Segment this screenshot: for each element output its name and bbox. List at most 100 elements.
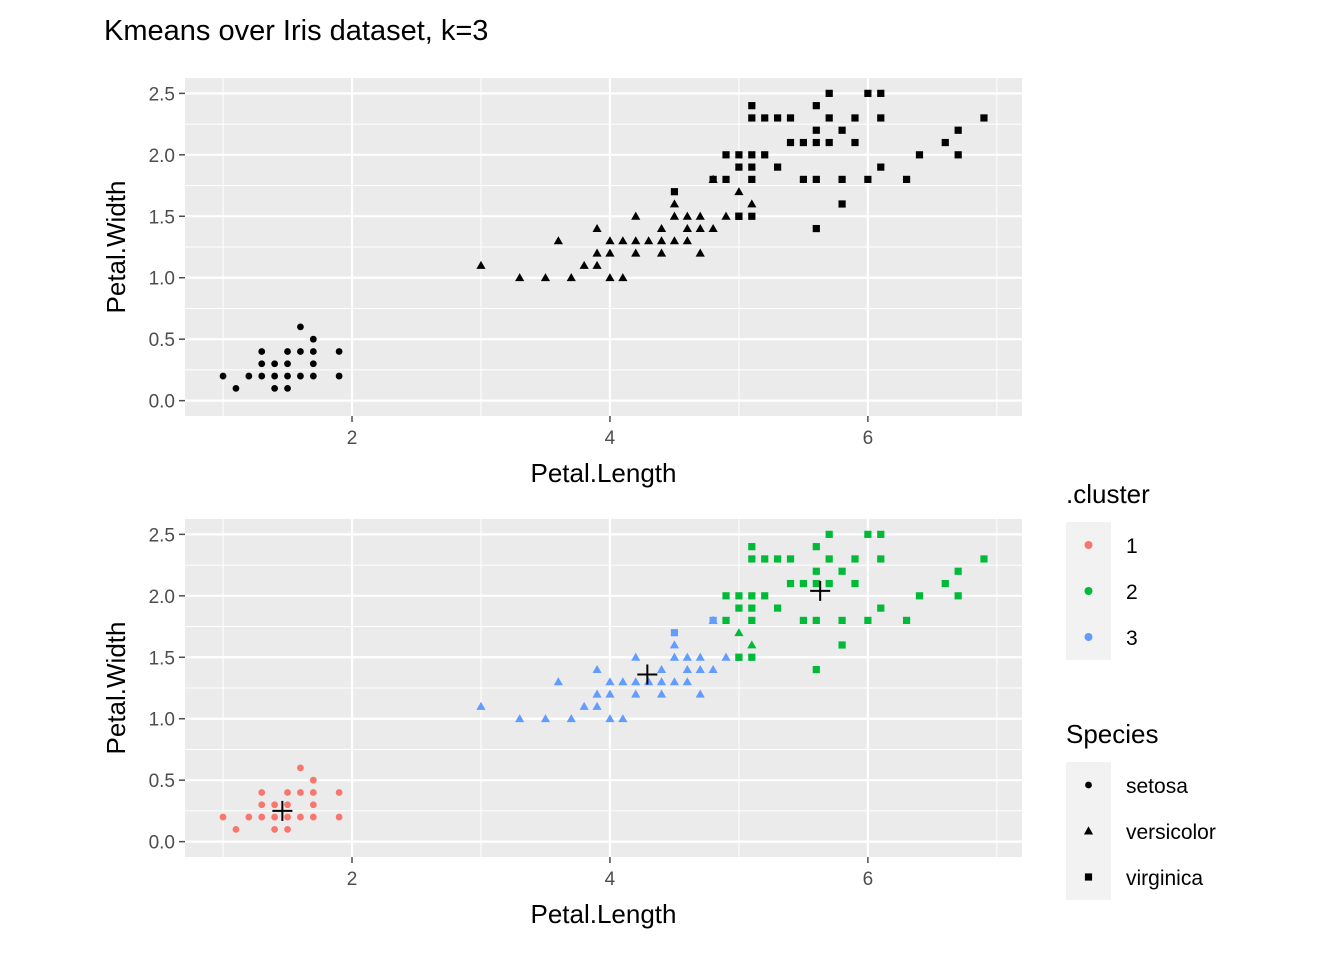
setosa-point <box>232 384 240 392</box>
top-gridlines <box>185 78 1022 416</box>
versicolor-point <box>592 223 602 233</box>
setosa-point <box>271 360 279 368</box>
virginica-point <box>722 616 730 624</box>
setosa-point <box>284 348 291 355</box>
setosa-point <box>258 360 266 368</box>
versicolor-point <box>695 248 705 257</box>
virginica-point <box>799 175 807 183</box>
virginica-point <box>915 592 924 600</box>
versicolor-point <box>618 236 628 245</box>
virginica-point <box>954 151 962 159</box>
virginica-point <box>851 138 859 147</box>
bottom-x-axis-title: Petal.Length <box>530 899 676 929</box>
setosa-point <box>297 813 304 821</box>
virginica-point <box>825 555 833 563</box>
versicolor-point <box>721 211 731 220</box>
top-x-axis-title: Petal.Length <box>530 458 676 488</box>
virginica-point <box>799 579 807 588</box>
versicolor-point <box>682 677 692 686</box>
setosa-point <box>232 825 240 833</box>
setosa-point <box>284 372 291 380</box>
versicolor-point <box>669 199 680 208</box>
virginica-point <box>954 592 962 600</box>
setosa-point <box>271 372 279 380</box>
versicolor-point <box>592 689 602 698</box>
top-data-points <box>219 89 988 392</box>
versicolor-point <box>618 677 628 686</box>
virginica-point <box>670 188 679 196</box>
setosa-point <box>335 789 343 796</box>
virginica-point <box>838 641 846 649</box>
versicolor-point <box>631 211 641 220</box>
versicolor-point <box>682 211 692 220</box>
virginica-point <box>877 530 885 538</box>
x-tick-label: 2 <box>347 869 358 890</box>
virginica-point <box>838 126 846 134</box>
setosa-point <box>297 323 304 331</box>
virginica-point <box>825 89 833 97</box>
virginica-point <box>954 126 962 134</box>
virginica-point <box>825 530 833 538</box>
virginica-point <box>838 567 846 575</box>
versicolor-point <box>734 628 744 637</box>
virginica-point <box>774 114 782 122</box>
y-tick-label: 0.5 <box>149 330 175 351</box>
virginica-point <box>941 138 949 147</box>
versicolor-point <box>592 260 602 269</box>
setosa-point <box>271 801 279 809</box>
virginica-point <box>812 126 820 134</box>
virginica-point <box>864 530 872 538</box>
setosa-point <box>309 801 317 809</box>
setosa-point <box>271 825 279 833</box>
virginica-point <box>812 224 820 233</box>
virginica-point <box>864 89 872 97</box>
versicolor-point <box>476 701 486 710</box>
cluster-legend-key <box>1084 587 1093 595</box>
setosa-point <box>219 813 227 821</box>
virginica-point <box>748 592 756 600</box>
virginica-point <box>838 616 846 624</box>
setosa-point <box>309 813 317 821</box>
setosa-point <box>309 372 317 380</box>
y-tick-label: 1.0 <box>149 269 175 290</box>
virginica-point <box>877 555 885 563</box>
versicolor-point <box>656 248 667 257</box>
bottom-y-axis-title: Petal.Width <box>101 622 131 755</box>
setosa-point <box>258 789 266 796</box>
virginica-point <box>980 555 988 563</box>
virginica-point <box>735 163 743 171</box>
virginica-point <box>941 579 949 588</box>
setosa-point <box>245 813 253 821</box>
setosa-point <box>258 801 266 809</box>
setosa-point <box>219 372 227 380</box>
species-legend-label: setosa <box>1126 775 1188 798</box>
versicolor-point <box>695 689 705 698</box>
x-tick-label: 4 <box>605 869 616 890</box>
virginica-point <box>825 114 833 122</box>
setosa-point <box>245 372 253 380</box>
cluster-legend-key <box>1084 633 1093 641</box>
virginica-point <box>915 151 924 159</box>
species-legend-key <box>1084 873 1093 881</box>
versicolor-point <box>656 236 667 245</box>
virginica-point <box>748 212 756 220</box>
setosa-point <box>284 360 291 368</box>
setosa-point <box>284 384 291 392</box>
virginica-point <box>748 653 756 661</box>
bottom-scatter-panel: 2 4 6 0.0 0.5 1.0 1.5 2.0 2.5 Petal.Length Petal… <box>101 519 1022 929</box>
virginica-point <box>812 579 820 588</box>
x-tick-label: 6 <box>863 428 874 449</box>
virginica-point <box>877 604 885 612</box>
versicolor-point <box>682 664 692 674</box>
setosa-point <box>309 776 317 784</box>
virginica-point <box>722 151 730 159</box>
setosa-point <box>258 813 266 821</box>
cluster-legend-label: 2 <box>1126 581 1138 604</box>
setosa-point <box>309 335 317 343</box>
versicolor-point <box>566 714 576 723</box>
cluster-legend-items: 1 2 3 <box>1084 535 1138 650</box>
virginica-point <box>980 114 988 122</box>
versicolor-point <box>553 236 563 245</box>
versicolor-point <box>631 248 641 257</box>
versicolor-point <box>682 652 692 661</box>
